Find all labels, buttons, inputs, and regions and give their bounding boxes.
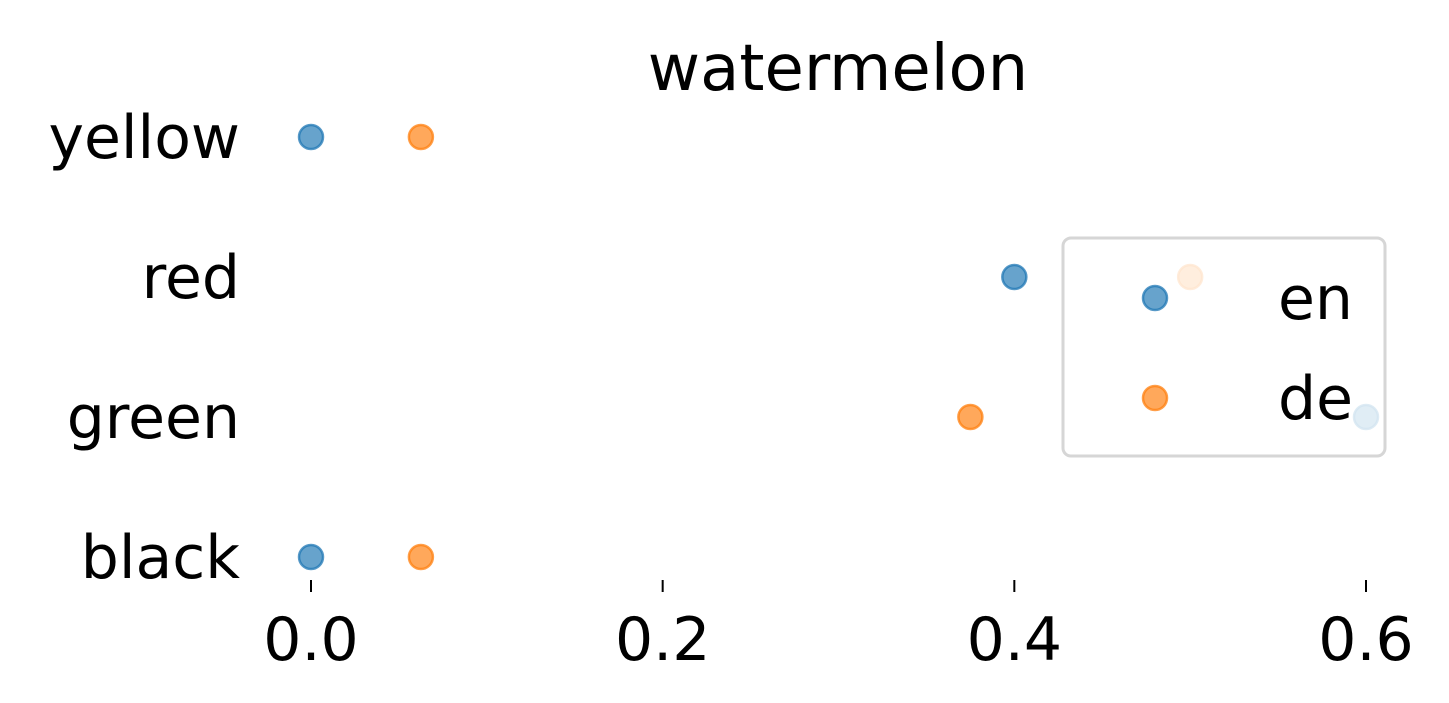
y-tick-label-yellow: yellow <box>48 103 240 173</box>
point-en-yellow <box>297 123 325 151</box>
legend-marker-de <box>1141 384 1169 412</box>
y-axis-labels: yellow red green black <box>48 103 240 593</box>
point-de-green <box>957 403 984 431</box>
x-tick-label: 0.4 <box>967 605 1062 675</box>
point-de-black <box>407 543 435 571</box>
point-en-red <box>1001 263 1028 291</box>
y-tick-label-green: green <box>67 383 240 453</box>
legend-marker-en <box>1141 284 1169 312</box>
legend-label-en: en <box>1278 264 1353 334</box>
legend: en de <box>1061 236 1387 458</box>
x-tick-label: 0.0 <box>263 605 358 675</box>
point-en-black <box>297 543 325 571</box>
legend-label-de: de <box>1278 364 1353 434</box>
x-tick-label: 0.2 <box>615 605 710 675</box>
y-tick-label-red: red <box>142 243 240 313</box>
chart-title: watermelon <box>648 32 1028 106</box>
y-tick-label-black: black <box>81 523 241 593</box>
point-de-yellow <box>407 123 435 151</box>
x-axis: 0.0 0.2 0.4 0.6 <box>263 580 1414 675</box>
x-tick-label: 0.6 <box>1318 605 1413 675</box>
